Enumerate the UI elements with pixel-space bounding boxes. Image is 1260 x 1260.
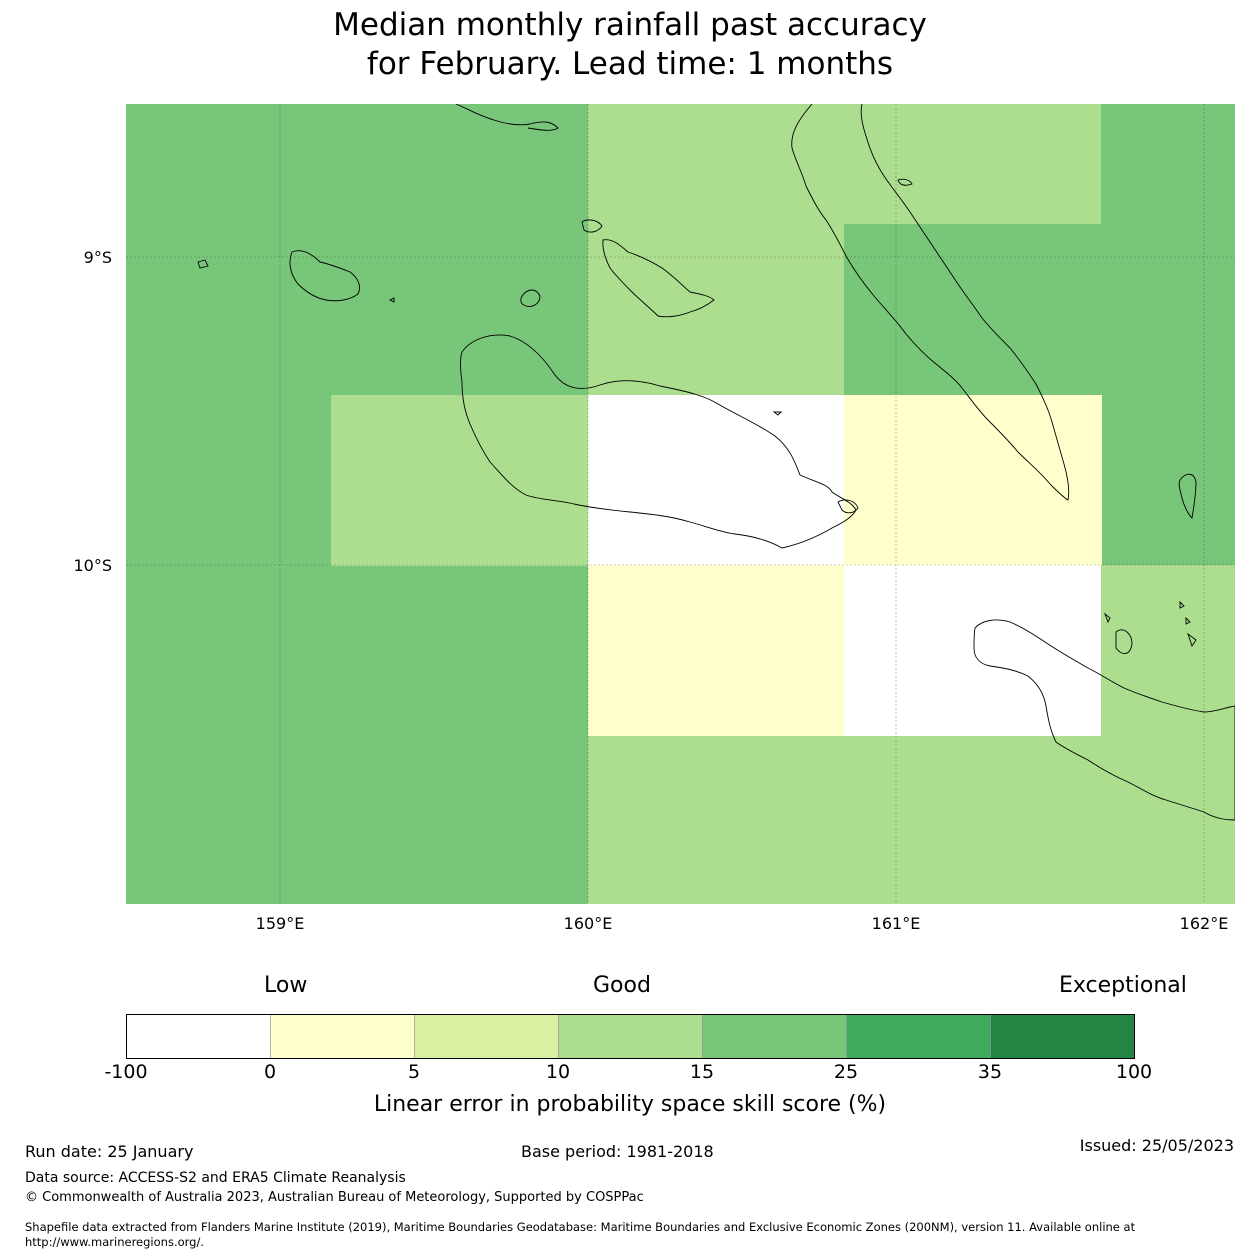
colorbar-swatch (702, 1014, 847, 1059)
colorbar-tick-label: 5 (407, 1061, 421, 1083)
colorbar-tick-label: 25 (833, 1061, 859, 1083)
legend-category-low: Low (264, 973, 308, 998)
colorbar-swatch (414, 1014, 559, 1059)
grid-cell (331, 395, 588, 566)
rainfall-skill-map: 9°S 10°S 159°E 160°E 161°E 162°E (73, 104, 1235, 933)
grid-cell (588, 224, 845, 395)
colorbar-swatch (846, 1014, 991, 1059)
grid-cell (588, 565, 845, 737)
lon-label: 162°E (1180, 914, 1229, 933)
colorbar-tick-label: 10 (545, 1061, 571, 1083)
colorbar-tick-label: 100 (1115, 1061, 1153, 1083)
legend-category-exceptional: Exceptional (1059, 973, 1187, 998)
coastlines (197, 104, 1235, 821)
legend-category-good: Good (593, 973, 651, 998)
map-title: Median monthly rainfall past accuracy fo… (333, 7, 927, 82)
colorbar-label: Linear error in probability space skill … (373, 1092, 887, 1117)
lon-label: 161°E (872, 914, 921, 933)
colorbar-swatch (270, 1014, 415, 1059)
grid-cell (844, 395, 1102, 566)
grid-cell (588, 104, 1102, 224)
lon-label: 159°E (256, 914, 305, 933)
colorbar-swatch (990, 1014, 1135, 1059)
grid-cell (588, 395, 845, 566)
grid-cell (588, 736, 1235, 904)
colorbar-swatch (558, 1014, 703, 1059)
colorbar-tick-label: -100 (104, 1061, 148, 1083)
graticule (126, 104, 1235, 904)
data-source: Data source: ACCESS-S2 and ERA5 Climate … (25, 1170, 406, 1186)
colorbar-tick-label: 0 (263, 1061, 277, 1083)
copyright: © Commonwealth of Australia 2023, Austra… (25, 1190, 644, 1205)
colorbar-tick-label: 15 (689, 1061, 715, 1083)
colorbar (126, 1014, 1135, 1059)
lat-label: 9°S (84, 248, 112, 267)
colorbar-swatch (126, 1014, 271, 1059)
grid-cell (844, 224, 1102, 395)
colorbar-tick-label: 35 (977, 1061, 1003, 1083)
grid-cell (1101, 104, 1235, 566)
issued-date: Issued: 25/05/2023 (1079, 1136, 1234, 1155)
shapefile-credit: Shapefile data extracted from Flanders M… (25, 1220, 1136, 1249)
grid-cell (1101, 565, 1235, 737)
run-date: Run date: 25 January (25, 1142, 194, 1161)
base-period: Base period: 1981-2018 (521, 1142, 714, 1161)
lon-label: 160°E (564, 914, 613, 933)
grid-cell (844, 565, 1102, 737)
lat-label: 10°S (73, 556, 112, 575)
